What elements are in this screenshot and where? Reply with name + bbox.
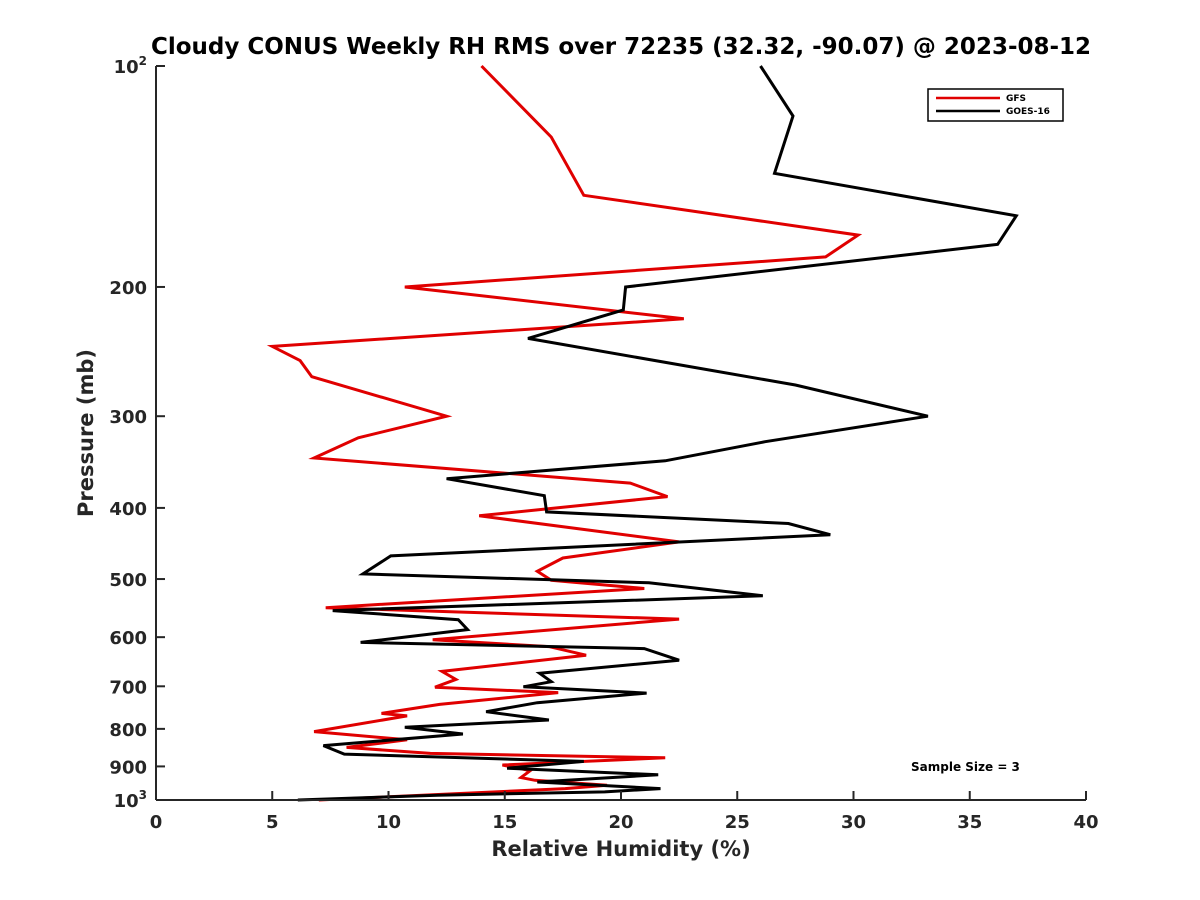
legend-label-gfs: GFS [1006,94,1026,104]
x-tick-label: 40 [1073,812,1098,833]
y-tick-label: 800 [109,720,147,741]
x-tick-label: 5 [266,812,279,833]
x-tick-label: 10 [376,812,401,833]
y-axis-label: Pressure (mb) [74,349,98,517]
y-tick-label: 600 [109,628,147,649]
series-line-gfs [266,64,863,802]
plot-area [156,66,1086,800]
y-tick-label: 400 [109,499,147,520]
sample-size-annotation: Sample Size = 3 [911,760,1020,774]
y-tick-label: 103 [114,788,147,812]
x-axis-label: Relative Humidity (%) [491,837,750,861]
x-tick-label: 0 [150,812,163,833]
y-tick-label: 300 [109,407,147,428]
legend-label-goes16: GOES-16 [1006,107,1050,117]
x-tick-label: 15 [492,812,517,833]
x-tick-label: 25 [725,812,750,833]
y-tick-label: 500 [109,570,147,591]
legend-box [927,88,1064,122]
y-ticks: 102 200 300 400 500 600 700 800 900 103 [109,54,165,812]
x-tick-label: 35 [957,812,982,833]
chart-title: Cloudy CONUS Weekly RH RMS over 72235 (3… [151,34,1091,60]
x-tick-label: 30 [841,812,866,833]
x-tick-label: 20 [608,812,633,833]
series-layer [266,64,1019,802]
y-tick-label: 700 [109,677,147,698]
y-tick-label: 900 [109,757,147,778]
y-tick-label: 102 [114,54,147,78]
legend: GFS GOES-16 [927,88,1064,122]
x-ticks: 0 5 10 15 20 25 30 35 40 [150,791,1099,833]
series-line-goes16 [297,65,1019,802]
y-tick-label: 200 [109,278,147,299]
